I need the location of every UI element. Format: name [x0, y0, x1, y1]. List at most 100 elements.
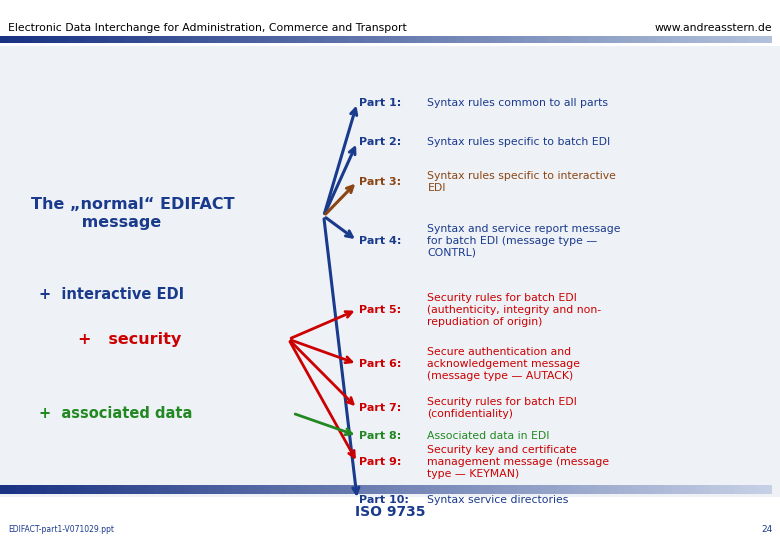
Bar [123, 36, 131, 43]
Bar [0, 485, 8, 494]
Bar [626, 36, 633, 43]
Bar [263, 485, 271, 494]
Bar [0, 46, 780, 497]
Bar [649, 485, 657, 494]
Bar [548, 485, 556, 494]
Bar [618, 485, 626, 494]
Bar [224, 485, 232, 494]
Bar [139, 36, 147, 43]
Bar [348, 36, 356, 43]
Bar [509, 485, 517, 494]
Bar [247, 485, 255, 494]
Bar [147, 485, 154, 494]
Bar [386, 36, 394, 43]
Bar [456, 36, 463, 43]
Bar [541, 36, 548, 43]
Bar [8, 485, 16, 494]
Bar [101, 485, 108, 494]
Bar [687, 485, 695, 494]
Bar [440, 485, 448, 494]
Bar [317, 485, 324, 494]
Bar [93, 485, 101, 494]
Text: Part 7:: Part 7: [359, 403, 401, 413]
Bar [170, 485, 178, 494]
Bar [93, 36, 101, 43]
Bar [626, 485, 633, 494]
Bar [232, 485, 239, 494]
Bar [8, 36, 16, 43]
Bar [69, 36, 77, 43]
Bar [695, 36, 703, 43]
Text: Syntax and service report message
for batch EDI (message type —
CONTRL): Syntax and service report message for ba… [427, 224, 621, 258]
Bar [495, 485, 502, 494]
Bar [657, 485, 664, 494]
Bar [432, 36, 440, 43]
Bar [301, 36, 309, 43]
Bar [317, 36, 324, 43]
Bar [525, 485, 533, 494]
Bar [363, 36, 370, 43]
Text: Syntax service directories: Syntax service directories [427, 495, 569, 505]
Bar [417, 36, 425, 43]
Text: Syntax rules specific to interactive
EDI: Syntax rules specific to interactive EDI [427, 171, 616, 193]
Text: Security rules for batch EDI
(authenticity, integrity and non-
repudiation of or: Security rules for batch EDI (authentici… [427, 293, 601, 327]
Bar [123, 485, 131, 494]
Bar [278, 485, 285, 494]
Bar [154, 36, 162, 43]
Text: Security rules for batch EDI
(confidentiality): Security rules for batch EDI (confidenti… [427, 397, 577, 419]
Bar [633, 485, 641, 494]
Bar [186, 485, 193, 494]
Text: Part 3:: Part 3: [359, 177, 401, 187]
Bar [487, 485, 495, 494]
Bar [54, 485, 62, 494]
Bar [131, 36, 139, 43]
Bar [178, 485, 186, 494]
Bar [154, 485, 162, 494]
Bar [293, 485, 301, 494]
Bar [270, 485, 278, 494]
Bar [39, 36, 47, 43]
Bar [687, 36, 695, 43]
Bar [378, 485, 386, 494]
Bar [200, 485, 208, 494]
Bar [115, 485, 123, 494]
Bar [370, 485, 378, 494]
Bar [594, 36, 602, 43]
Bar [193, 485, 201, 494]
Bar [509, 36, 517, 43]
Bar [633, 36, 641, 43]
Bar [572, 36, 580, 43]
Bar [224, 36, 232, 43]
Text: ISO 9735: ISO 9735 [355, 505, 425, 519]
Bar [348, 485, 356, 494]
Bar [255, 485, 263, 494]
Bar [16, 485, 23, 494]
Text: EDIFACT-part1-V071029.ppt: EDIFACT-part1-V071029.ppt [8, 525, 114, 534]
Bar [355, 36, 363, 43]
Bar [101, 36, 108, 43]
Text: +  associated data: + associated data [39, 406, 193, 421]
Bar [186, 36, 193, 43]
Bar [664, 485, 672, 494]
Bar [594, 485, 602, 494]
Bar [340, 485, 348, 494]
Bar [733, 485, 741, 494]
Bar [718, 485, 726, 494]
Bar [39, 485, 47, 494]
Bar [517, 485, 525, 494]
Bar [424, 485, 432, 494]
Bar [479, 485, 487, 494]
Bar [587, 36, 594, 43]
Bar [108, 36, 116, 43]
Bar [541, 485, 548, 494]
Bar [285, 485, 293, 494]
Bar [502, 36, 510, 43]
Bar [270, 36, 278, 43]
Bar [410, 36, 417, 43]
Bar [579, 485, 587, 494]
Bar [77, 485, 85, 494]
Bar [23, 485, 31, 494]
Bar [62, 485, 69, 494]
Text: Part 4:: Part 4: [359, 235, 401, 246]
Text: Secure authentication and
acknowledgement message
(message type — AUTACK): Secure authentication and acknowledgemen… [427, 347, 580, 381]
